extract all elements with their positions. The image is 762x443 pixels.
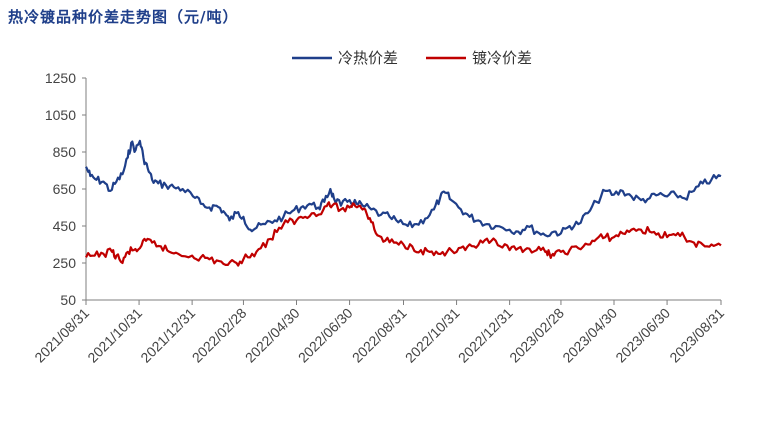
y-tick-label: 850 — [53, 144, 77, 160]
y-tick-label: 250 — [53, 255, 77, 271]
x-tick-label: 2023/04/30 — [559, 305, 620, 366]
y-tick-label: 50 — [60, 292, 76, 308]
y-tick-label: 1250 — [45, 70, 76, 86]
y-tick-label: 1050 — [45, 107, 76, 123]
x-tick-label: 2023/02/28 — [506, 305, 567, 366]
y-tick-label: 450 — [53, 218, 77, 234]
x-tick-label: 2022/04/30 — [242, 305, 303, 366]
y-tick-label: 650 — [53, 181, 77, 197]
chart-series — [85, 139, 722, 267]
chart-title: 热冷镀品种价差走势图（元/吨） — [8, 8, 239, 26]
chart-axes: 50 250 450 650 850 1050 1250 2021/08/312021/10/… — [31, 70, 727, 366]
x-tick-label: 2023/06/30 — [612, 305, 673, 366]
legend-label-1: 冷热价差 — [338, 49, 398, 67]
x-tick-label: 2021/08/31 — [31, 305, 92, 366]
x-tick-label: 2022/02/28 — [189, 305, 250, 366]
x-tick-label: 2022/10/31 — [402, 305, 463, 366]
x-tick-label: 2021/10/31 — [84, 305, 145, 366]
x-tick-label: 2021/12/31 — [137, 305, 198, 366]
x-tick-label: 2023/08/31 — [666, 305, 727, 366]
x-tick-label: 2022/06/30 — [295, 305, 356, 366]
legend-label-2: 镀冷价差 — [472, 49, 532, 67]
chart-legend: 冷热价差 镀冷价差 — [292, 49, 532, 67]
x-tick-label: 2022/12/31 — [455, 305, 516, 366]
series-line-2 — [85, 201, 722, 267]
x-tick-label: 2022/08/31 — [349, 305, 410, 366]
series-line-1 — [85, 139, 722, 238]
